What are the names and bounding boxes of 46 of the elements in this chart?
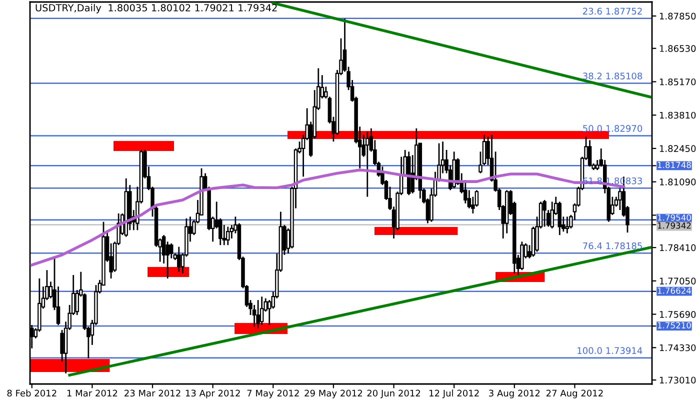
x-tick-label: 27 Aug 2012	[546, 390, 603, 398]
ref-line-label: 50.0 1.82970	[583, 125, 642, 132]
x-tick-label: 8 Feb 2012	[7, 390, 56, 397]
y-tick-label: 1.79342	[658, 222, 691, 229]
candlestick	[226, 226, 230, 246]
y-tick-label: 1.83810	[660, 112, 696, 119]
y-tick-label: 1.75690	[660, 310, 696, 318]
x-tick-label: 13 Apr 2012	[186, 390, 240, 398]
y-tick-label: 1.75210	[658, 322, 691, 328]
candlestick	[169, 242, 174, 260]
x-tick-label: 20 Jun 2012	[367, 390, 420, 398]
y-tick-label: 1.74330	[660, 344, 696, 352]
ref-line-label: 23.6 1.87752	[583, 8, 642, 15]
y-tick-label: 1.77050	[660, 278, 696, 284]
chart-title: USDTRY,Daily 1.80035 1.80102 1.79021 1.79342	[36, 4, 277, 14]
y-tick-label: 1.82450	[660, 145, 696, 152]
y-tick-label: 1.86530	[660, 45, 696, 52]
candlestick	[60, 329, 64, 362]
y-tick-label: 1.76624	[658, 287, 691, 294]
candlestick	[260, 296, 264, 326]
candlestick	[588, 139, 592, 168]
candlestick	[550, 200, 554, 230]
y-tick-label: 1.73010	[660, 376, 696, 384]
y-tick-label: 1.81090	[660, 178, 696, 186]
y-tick-label: 1.81748	[658, 162, 691, 168]
candlestick	[558, 200, 562, 236]
x-tick-label: 1 Mar 2012	[67, 390, 118, 397]
y-tick-label: 1.87850	[660, 12, 696, 20]
y-tick-label: 1.85170	[660, 78, 696, 86]
ref-line-label: 76.4 1.78185	[583, 242, 642, 250]
x-tick-label: 3 Aug 2012	[489, 390, 540, 398]
ref-line-label: 100.0 1.73914	[578, 347, 642, 354]
candlestick	[520, 240, 524, 271]
x-tick-label: 29 May 2012	[304, 390, 362, 398]
x-tick-label: 12 Jul 2012	[430, 390, 479, 398]
x-tick-label: 7 May 2012	[247, 390, 299, 398]
y-tick-label: 1.78410	[660, 244, 696, 252]
candlestick	[542, 199, 546, 228]
ref-line-label: 38.2 1.85108	[583, 72, 642, 80]
x-tick-label: 23 Mar 2012	[124, 390, 180, 397]
candlestick	[256, 299, 260, 329]
y-tick-label: 1.79540	[658, 214, 691, 221]
candlestick	[366, 131, 370, 198]
candlestick	[252, 304, 256, 328]
candlestick	[565, 216, 570, 234]
candlestick	[177, 246, 181, 273]
